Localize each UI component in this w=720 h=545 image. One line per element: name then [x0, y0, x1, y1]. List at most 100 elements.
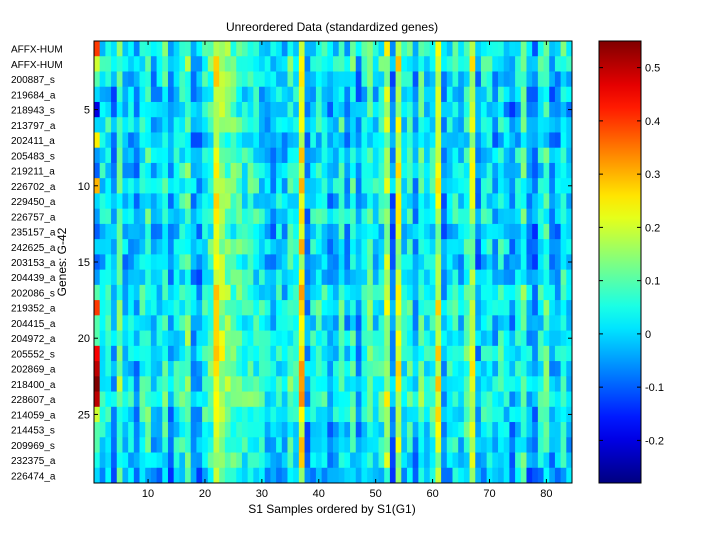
heatmap-cell	[111, 422, 118, 438]
heatmap-cell	[247, 330, 254, 347]
heatmap-cell	[128, 132, 135, 149]
heatmap-cell	[230, 269, 237, 286]
heatmap-cell	[264, 391, 271, 408]
heatmap-cell	[185, 315, 192, 331]
heatmap-cell	[384, 315, 391, 331]
heatmap-cell	[139, 208, 146, 225]
heatmap-cell	[350, 101, 357, 118]
heatmap-cell	[298, 56, 305, 72]
heatmap-cell	[560, 361, 567, 377]
heatmap-cell	[566, 208, 573, 225]
heatmap-cell	[105, 178, 112, 194]
heatmap-cell	[315, 467, 323, 484]
heatmap-cell	[219, 223, 226, 240]
heatmap-cell	[287, 376, 294, 392]
heatmap-cell	[145, 208, 152, 225]
heatmap-cell	[304, 117, 311, 133]
heatmap-cell	[526, 56, 533, 72]
heatmap-cell	[276, 239, 283, 255]
heatmap-cell	[327, 117, 334, 133]
heatmap-cell	[185, 376, 192, 392]
heatmap-cell	[230, 254, 237, 271]
heatmap-cell	[173, 101, 180, 118]
heatmap-cell	[537, 71, 544, 88]
heatmap-cell	[372, 132, 379, 149]
heatmap-cell	[236, 71, 243, 88]
heatmap-cell	[492, 284, 499, 301]
heatmap-cell	[185, 147, 192, 164]
heatmap-cell	[241, 71, 249, 88]
heatmap-cell	[372, 71, 379, 88]
heatmap-cell	[122, 86, 129, 103]
heatmap-cell	[179, 193, 186, 210]
heatmap-cell	[167, 330, 175, 347]
heatmap-cell	[236, 56, 243, 72]
row-label: 204972_a	[11, 334, 56, 345]
heatmap-cell	[537, 178, 544, 194]
heatmap-cell	[128, 284, 135, 301]
heatmap-cell	[230, 361, 237, 377]
heatmap-cell	[441, 391, 448, 408]
heatmap-cell	[475, 406, 482, 423]
heatmap-cell	[389, 193, 396, 210]
heatmap-cell	[276, 178, 283, 194]
heatmap-cell	[418, 101, 425, 118]
heatmap-cell	[287, 117, 294, 133]
heatmap-cell	[259, 86, 266, 103]
colorbar-tick-label: -0.1	[645, 382, 664, 394]
heatmap-cell	[418, 269, 425, 286]
heatmap-cell	[207, 376, 214, 392]
heatmap-cell	[515, 269, 522, 286]
heatmap-cell	[452, 41, 459, 57]
heatmap-cell	[441, 208, 448, 225]
heatmap-cell	[293, 178, 300, 194]
heatmap-cell	[219, 437, 226, 453]
heatmap-cell	[401, 56, 408, 72]
heatmap-cell	[446, 345, 453, 362]
heatmap-cell	[241, 178, 249, 194]
heatmap-cell	[441, 56, 448, 72]
heatmap-cell	[441, 361, 448, 377]
heatmap-cell	[128, 269, 135, 286]
heatmap-cell	[361, 193, 368, 210]
heatmap-cell	[287, 193, 294, 210]
x-tick-label: 50	[370, 488, 382, 500]
heatmap-cell	[310, 132, 317, 149]
heatmap-cell	[338, 300, 345, 316]
heatmap-cell	[179, 71, 186, 88]
heatmap-cell	[139, 391, 146, 408]
heatmap-cell	[116, 162, 123, 179]
heatmap-cell	[230, 132, 237, 149]
heatmap-cell	[475, 239, 482, 255]
heatmap-cell	[355, 345, 362, 362]
heatmap-cell	[304, 437, 311, 453]
heatmap-cell	[401, 422, 408, 438]
heatmap-cell	[173, 269, 180, 286]
heatmap-cell	[412, 467, 419, 484]
heatmap-cell	[372, 56, 379, 72]
heatmap-cell	[139, 284, 146, 301]
heatmap-cell	[378, 178, 385, 194]
heatmap-cell	[213, 41, 220, 57]
heatmap-cell	[122, 467, 129, 484]
heatmap-cell	[287, 223, 294, 240]
heatmap-cell	[259, 269, 266, 286]
heatmap-cell	[509, 406, 516, 423]
heatmap-cell	[213, 193, 220, 210]
heatmap-cell	[270, 284, 277, 301]
heatmap-cell	[207, 330, 214, 347]
heatmap-cell	[99, 223, 106, 240]
heatmap-cell	[304, 300, 311, 316]
heatmap-cell	[304, 208, 311, 225]
heatmap-cell	[515, 437, 522, 453]
heatmap-cell	[156, 71, 163, 88]
heatmap-cell	[378, 437, 385, 453]
heatmap-cell	[276, 300, 283, 316]
heatmap-cell	[310, 223, 317, 240]
heatmap-cell	[293, 345, 300, 362]
heatmap-cell	[554, 406, 562, 423]
heatmap-cell	[395, 315, 402, 331]
heatmap-cell	[133, 208, 140, 225]
heatmap-cell	[190, 86, 197, 103]
heatmap-cell	[224, 254, 231, 271]
